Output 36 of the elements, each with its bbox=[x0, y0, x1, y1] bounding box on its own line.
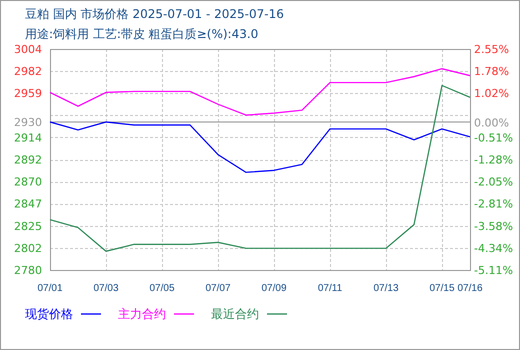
y-tick-label: 2982 bbox=[14, 65, 42, 78]
y-tick-label: 2870 bbox=[14, 176, 42, 189]
y-tick-label: 2802 bbox=[14, 242, 42, 255]
y2-tick-label: -1.28% bbox=[474, 154, 513, 166]
x-tick-label: 07/07 bbox=[205, 283, 231, 294]
chart-title: 豆粕 国内 市场价格 2025-07-01 - 2025-07-16 bbox=[25, 7, 284, 21]
y2-tick-label: -0.51% bbox=[474, 131, 513, 144]
ref-line-label: 2930 bbox=[14, 116, 42, 130]
y-tick-label: 2959 bbox=[14, 87, 42, 100]
chart-subtitle: 用途:饲料用 工艺:带皮 粗蛋白质≥(%):43.0 bbox=[25, 27, 258, 41]
y2-tick-label: 1.02% bbox=[474, 87, 509, 100]
y-tick-label: 2825 bbox=[14, 220, 42, 233]
y-tick-label: 3004 bbox=[14, 43, 42, 56]
x-tick-label: 07/15 bbox=[429, 283, 455, 294]
x-tick-label: 07/16 bbox=[457, 283, 483, 294]
legend-label: 最近合约 bbox=[211, 307, 259, 321]
y2-tick-label: 1.78% bbox=[474, 65, 509, 78]
y2-tick-label: 2.55% bbox=[474, 43, 509, 56]
x-tick-label: 07/03 bbox=[93, 283, 119, 294]
x-tick-label: 07/11 bbox=[318, 283, 343, 294]
y2-tick-label: -3.58% bbox=[474, 220, 513, 233]
legend-label: 主力合约 bbox=[118, 307, 166, 321]
y2-tick-label: -4.34% bbox=[474, 242, 513, 255]
y-tick-label: 2847 bbox=[14, 198, 42, 211]
y2-tick-label: -2.05% bbox=[474, 176, 513, 189]
x-tick-label: 07/01 bbox=[37, 283, 63, 294]
y-tick-label: 2914 bbox=[14, 131, 42, 144]
y-tick-label: 2892 bbox=[14, 154, 42, 166]
legend-label: 现货价格 bbox=[25, 307, 73, 321]
y2-tick-label: 0.00% bbox=[474, 116, 509, 130]
x-tick-label: 07/13 bbox=[373, 283, 399, 294]
y2-tick-label: -5.11% bbox=[474, 264, 513, 277]
x-tick-label: 07/05 bbox=[149, 283, 175, 294]
x-tick-label: 07/09 bbox=[261, 283, 287, 294]
y-tick-label: 2780 bbox=[14, 264, 42, 277]
y2-tick-label: -2.81% bbox=[474, 198, 513, 211]
